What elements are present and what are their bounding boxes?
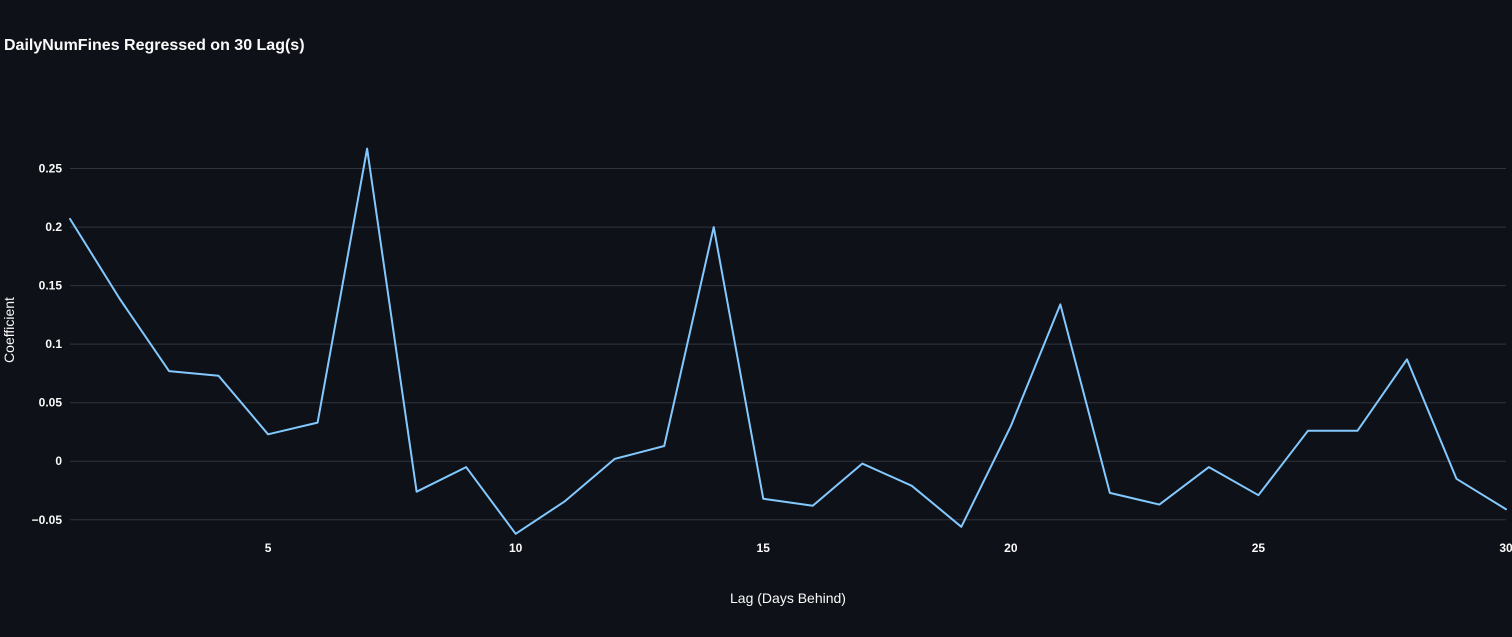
x-tick-label: 15: [757, 541, 771, 555]
data-point[interactable]: [710, 223, 718, 231]
data-point[interactable]: [1155, 501, 1163, 509]
data-point[interactable]: [1304, 427, 1312, 435]
y-axis-ticks: −0.05 0 0.05 0.1 0.15 0.2 0.25: [32, 162, 63, 527]
data-point[interactable]: [759, 495, 767, 503]
x-tick-label: 5: [265, 541, 272, 555]
data-point[interactable]: [462, 463, 470, 471]
y-tick-label: 0.2: [45, 220, 62, 234]
data-point[interactable]: [957, 523, 965, 531]
data-point[interactable]: [1056, 300, 1064, 308]
y-tick-label: −0.05: [32, 513, 63, 527]
y-axis-title: Coefficient: [1, 297, 17, 363]
data-point[interactable]: [66, 215, 74, 223]
y-tick-label: 0.25: [39, 162, 63, 176]
chart-title: DailyNumFines Regressed on 30 Lag(s): [4, 37, 305, 54]
data-point[interactable]: [1452, 475, 1460, 483]
data-point[interactable]: [809, 502, 817, 510]
data-point[interactable]: [264, 430, 272, 438]
x-axis-ticks: 5 10 15 20 25 30: [265, 541, 1512, 555]
x-tick-label: 20: [1004, 541, 1018, 555]
x-tick-label: 30: [1499, 541, 1512, 555]
data-point[interactable]: [660, 442, 668, 450]
data-point[interactable]: [314, 419, 322, 427]
data-point[interactable]: [1353, 427, 1361, 435]
x-axis-title: Lag (Days Behind): [730, 590, 846, 606]
data-point[interactable]: [215, 372, 223, 380]
y-tick-label: 0: [55, 454, 62, 468]
data-point[interactable]: [363, 145, 371, 153]
data-point[interactable]: [561, 497, 569, 505]
data-point[interactable]: [1502, 505, 1510, 513]
data-point[interactable]: [116, 294, 124, 302]
data-point[interactable]: [1254, 491, 1262, 499]
data-point[interactable]: [512, 530, 520, 538]
data-point[interactable]: [165, 367, 173, 375]
gridlines: [70, 168, 1506, 521]
y-tick-label: 0.15: [39, 279, 63, 293]
data-point[interactable]: [413, 488, 421, 496]
data-point[interactable]: [1403, 355, 1411, 363]
x-tick-label: 10: [509, 541, 523, 555]
series-layer: [66, 145, 1510, 538]
data-point[interactable]: [1007, 422, 1015, 430]
data-point[interactable]: [1106, 489, 1114, 497]
x-tick-label: 25: [1252, 541, 1266, 555]
y-tick-label: 0.1: [45, 337, 62, 351]
y-tick-label: 0.05: [39, 396, 63, 410]
series-line: [69, 147, 1507, 535]
data-point[interactable]: [908, 482, 916, 490]
data-point[interactable]: [858, 460, 866, 468]
data-point[interactable]: [1205, 463, 1213, 471]
data-point[interactable]: [611, 455, 619, 463]
